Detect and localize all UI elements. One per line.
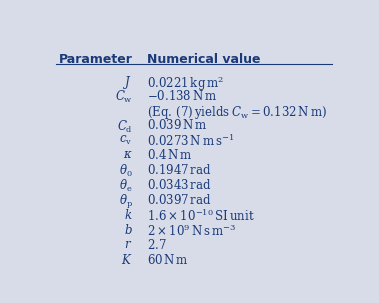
Text: $0.0343\,\mathrm{rad}$: $0.0343\,\mathrm{rad}$ [147, 178, 212, 192]
Text: $b$: $b$ [124, 223, 133, 237]
Text: $K$: $K$ [121, 253, 133, 267]
Text: $1.6 \times 10^{-10}\,\mathrm{SI\,unit}$: $1.6 \times 10^{-10}\,\mathrm{SI\,unit}$ [147, 208, 255, 224]
Text: $\theta_{\mathrm{e}}$: $\theta_{\mathrm{e}}$ [119, 178, 133, 194]
Text: $2.7$: $2.7$ [147, 238, 167, 252]
Text: $c_{\mathrm{v}}$: $c_{\mathrm{v}}$ [119, 133, 133, 147]
Text: $0.1947\,\mathrm{rad}$: $0.1947\,\mathrm{rad}$ [147, 163, 212, 177]
Text: $-0.138\,\mathrm{N\,m}$: $-0.138\,\mathrm{N\,m}$ [147, 88, 217, 103]
Text: Numerical value: Numerical value [147, 53, 261, 66]
Text: $0.0397\,\mathrm{rad}$: $0.0397\,\mathrm{rad}$ [147, 193, 212, 207]
Text: $\theta_{\mathrm{p}}$: $\theta_{\mathrm{p}}$ [119, 193, 133, 211]
Text: $\theta_{0}$: $\theta_{0}$ [119, 163, 133, 179]
Text: $\kappa$: $\kappa$ [123, 148, 133, 161]
Text: $0.0221\,\mathrm{kg\,m^{2}}$: $0.0221\,\mathrm{kg\,m^{2}}$ [147, 74, 224, 93]
Text: $0.0273\,\mathrm{N\,m\,s^{-1}}$: $0.0273\,\mathrm{N\,m\,s^{-1}}$ [147, 133, 235, 149]
Text: $r$: $r$ [124, 238, 133, 251]
Text: $(\mathrm{Eq.\,(7)\,yields}\;C_{\mathrm{w}} = 0.132\,\mathrm{N\,m})$: $(\mathrm{Eq.\,(7)\,yields}\;C_{\mathrm{… [147, 104, 327, 121]
Text: $60\,\mathrm{N\,m}$: $60\,\mathrm{N\,m}$ [147, 253, 189, 267]
Text: Parameter: Parameter [59, 53, 133, 66]
Text: $J$: $J$ [123, 74, 133, 91]
Text: $0.039\,\mathrm{N\,m}$: $0.039\,\mathrm{N\,m}$ [147, 118, 208, 132]
Text: $2 \times 10^{9}\,\mathrm{N\,s\,m^{-3}}$: $2 \times 10^{9}\,\mathrm{N\,s\,m^{-3}}$ [147, 223, 236, 239]
Text: $k$: $k$ [124, 208, 133, 222]
Text: $C_{\mathrm{d}}$: $C_{\mathrm{d}}$ [117, 118, 133, 135]
Text: $0.4\,\mathrm{N\,m}$: $0.4\,\mathrm{N\,m}$ [147, 148, 193, 162]
Text: $C_{\mathrm{w}}$: $C_{\mathrm{w}}$ [114, 88, 133, 105]
